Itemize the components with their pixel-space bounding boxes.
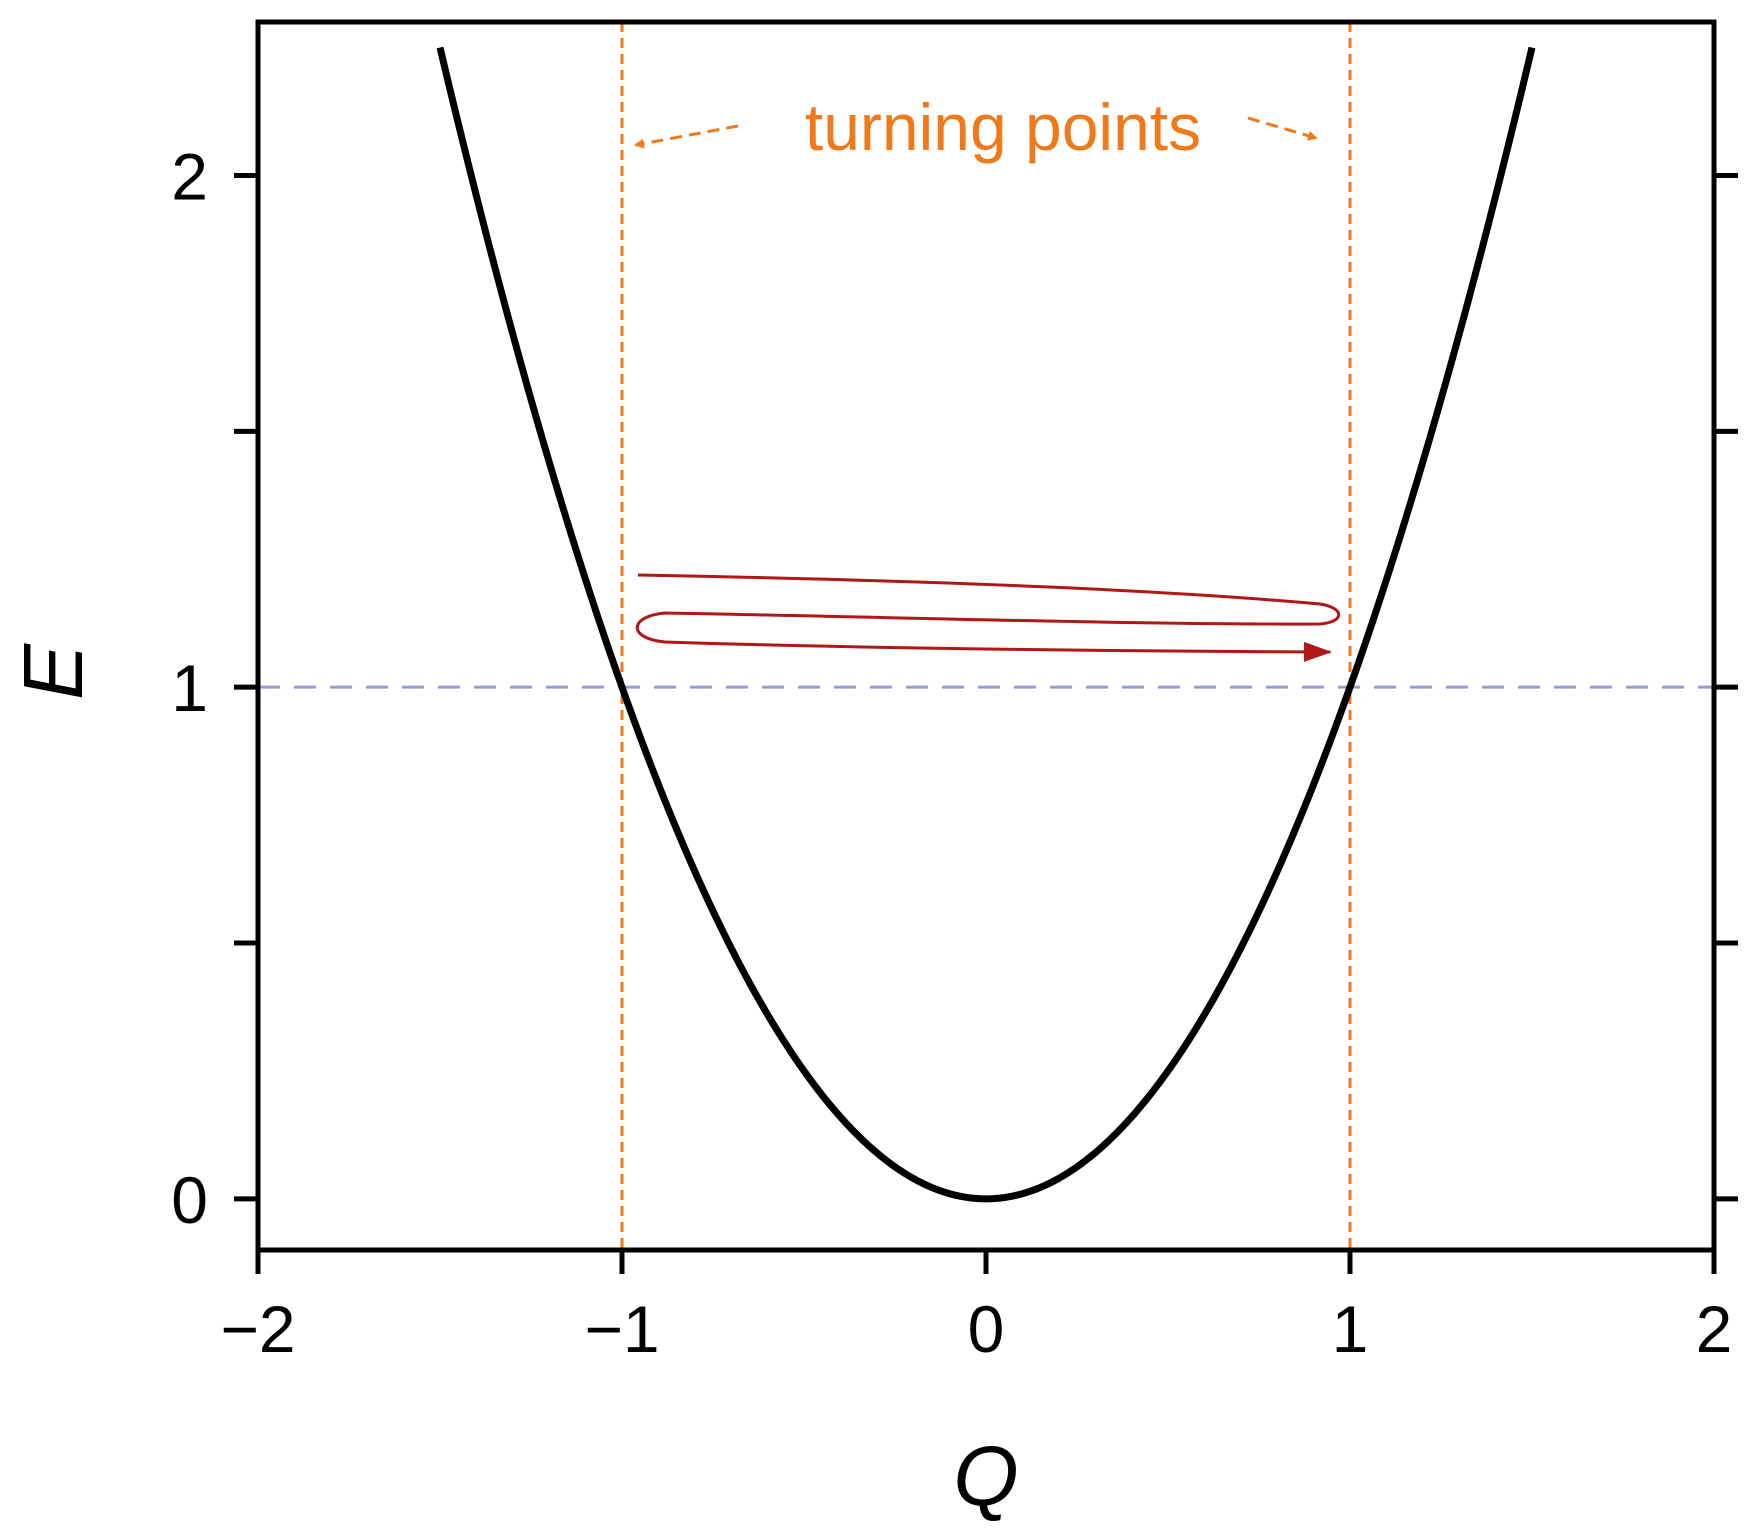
- x-axis: −2 −1 0 1 2: [220, 1250, 1732, 1366]
- y-tick-label: 0: [171, 1163, 208, 1237]
- y-tick-label: 1: [171, 651, 208, 725]
- x-tick-label: −2: [220, 1292, 295, 1366]
- y-tick-label: 2: [171, 140, 208, 214]
- turning-point-lines: [620, 22, 1352, 1250]
- oscillation-loop: [635, 573, 1341, 662]
- x-tick-label: 0: [968, 1292, 1005, 1366]
- x-tick-label: 1: [1332, 1292, 1369, 1366]
- y-axis: 0 1 2: [171, 140, 1738, 1237]
- x-tick-label: −1: [584, 1292, 659, 1366]
- oscillation-path: [635, 573, 1341, 662]
- x-axis-title: Q: [953, 1429, 1018, 1523]
- y-axis-title: E: [6, 643, 100, 700]
- turning-points-label: turning points: [805, 90, 1201, 164]
- turning-points-annotation: turning points: [634, 90, 1318, 164]
- left-annotation-arrow: [634, 124, 739, 149]
- right-annotation-arrow: [1247, 116, 1318, 141]
- potential-curve: [436, 46, 1536, 1203]
- x-tick-label: 2: [1696, 1292, 1733, 1366]
- plot-area: [258, 22, 1714, 1250]
